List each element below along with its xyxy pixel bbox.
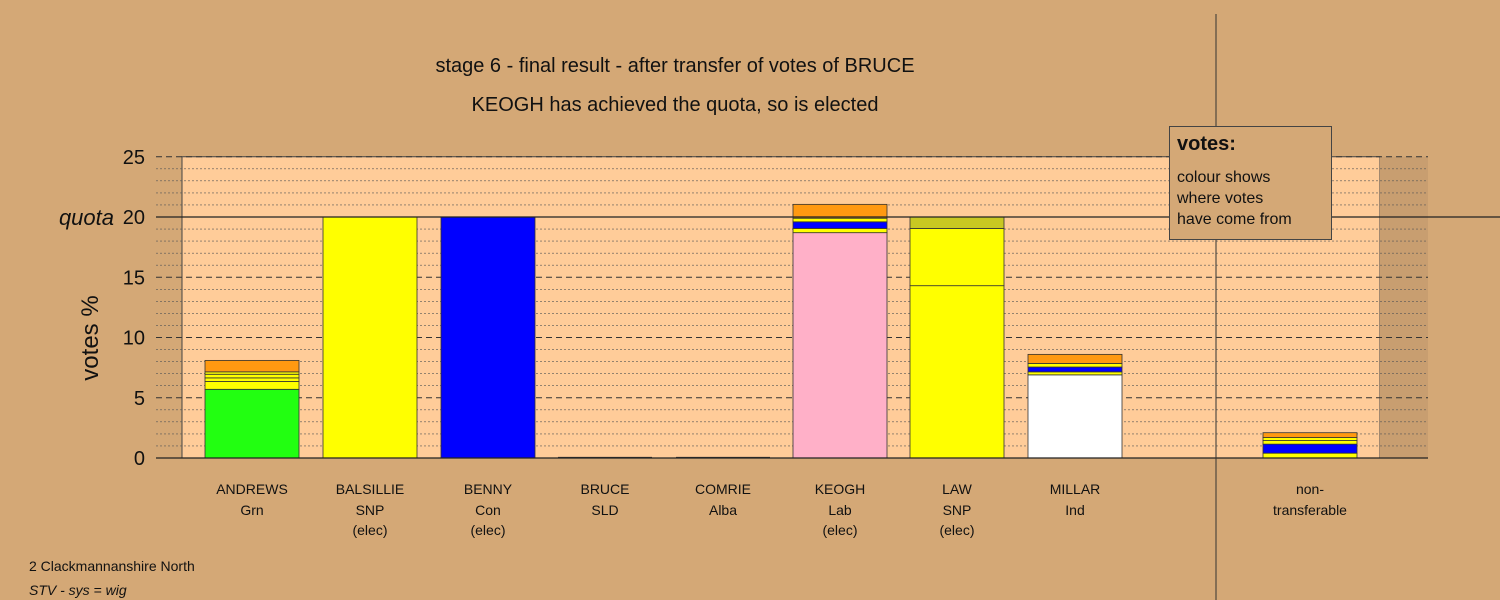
y-tick-label: 5 [134, 388, 145, 410]
candidate-name: ANDREWS [216, 481, 288, 497]
bar-segment [792, 203, 888, 219]
legend-line: colour shows [1177, 169, 1271, 186]
bar-segment [909, 228, 1005, 287]
bar-segment [204, 388, 300, 459]
bar-segment [440, 216, 536, 459]
constituency-label: 2 Clackmannanshire North [29, 558, 195, 574]
bar-segment [204, 377, 300, 382]
legend: votes: colour shows where votes have com… [1169, 126, 1332, 240]
system-label: STV - sys = wig [29, 582, 127, 598]
bar-segment [792, 232, 888, 459]
candidate-party: Lab [828, 502, 852, 518]
bar-segment [322, 216, 418, 459]
candidate-party: Alba [709, 502, 737, 518]
candidate-status: (elec) [470, 522, 505, 538]
candidate-party: Grn [240, 502, 263, 518]
bar-segment [1027, 353, 1123, 364]
bar-segment [1262, 437, 1358, 441]
candidate-name: BALSILLIE [336, 481, 405, 497]
y-tick-label: 15 [123, 267, 145, 289]
bar-segment [1262, 440, 1358, 445]
candidate-party: Con [475, 502, 501, 518]
candidate-name: LAW [942, 481, 973, 497]
candidate-party: SNP [943, 502, 972, 518]
candidate-status: (elec) [822, 522, 857, 538]
candidate-name: non- [1296, 481, 1324, 497]
bar-segment [1027, 366, 1123, 373]
bar-segment [1262, 443, 1358, 454]
bar-segment [1027, 363, 1123, 368]
bar-segment [204, 381, 300, 390]
legend-line: where votes [1177, 190, 1264, 207]
bar-segment [792, 217, 888, 223]
plot-shade [1380, 156, 1428, 458]
bar-segment [909, 216, 1005, 229]
candidate-party: transferable [1273, 502, 1347, 518]
y-tick-label: 20 [123, 207, 145, 229]
candidate-name: BENNY [464, 481, 513, 497]
bar-segment [1027, 374, 1123, 459]
candidate-name: KEOGH [815, 481, 866, 497]
bar-segment [792, 228, 888, 234]
bar-segment [792, 221, 888, 229]
bar-segment [1027, 371, 1123, 376]
candidate-name: COMRIE [695, 481, 751, 497]
chart-title: stage 6 - final result - after transfer … [435, 55, 914, 77]
bar-segment [204, 373, 300, 379]
candidate-party: Ind [1065, 502, 1084, 518]
candidate-name: MILLAR [1050, 481, 1101, 497]
y-tick-label: 25 [123, 147, 145, 169]
chart-subtitle: KEOGH has achieved the quota, so is elec… [472, 94, 879, 116]
candidate-name: BRUCE [580, 481, 629, 497]
y-tick-label: 10 [123, 328, 145, 350]
y-axis-label: votes % [77, 295, 104, 380]
legend-line: have come from [1177, 211, 1292, 228]
y-tick-label: 0 [134, 448, 145, 470]
quota-label: quota [59, 205, 114, 230]
bar-segment [1262, 452, 1358, 459]
legend-title: votes: [1177, 133, 1236, 155]
candidate-party: SLD [591, 502, 618, 518]
candidate-status: (elec) [352, 522, 387, 538]
candidate-status: (elec) [939, 522, 974, 538]
bar-segment [909, 285, 1005, 459]
bar-segment [204, 359, 300, 373]
bar-segment [1262, 432, 1358, 438]
candidate-party: SNP [356, 502, 385, 518]
